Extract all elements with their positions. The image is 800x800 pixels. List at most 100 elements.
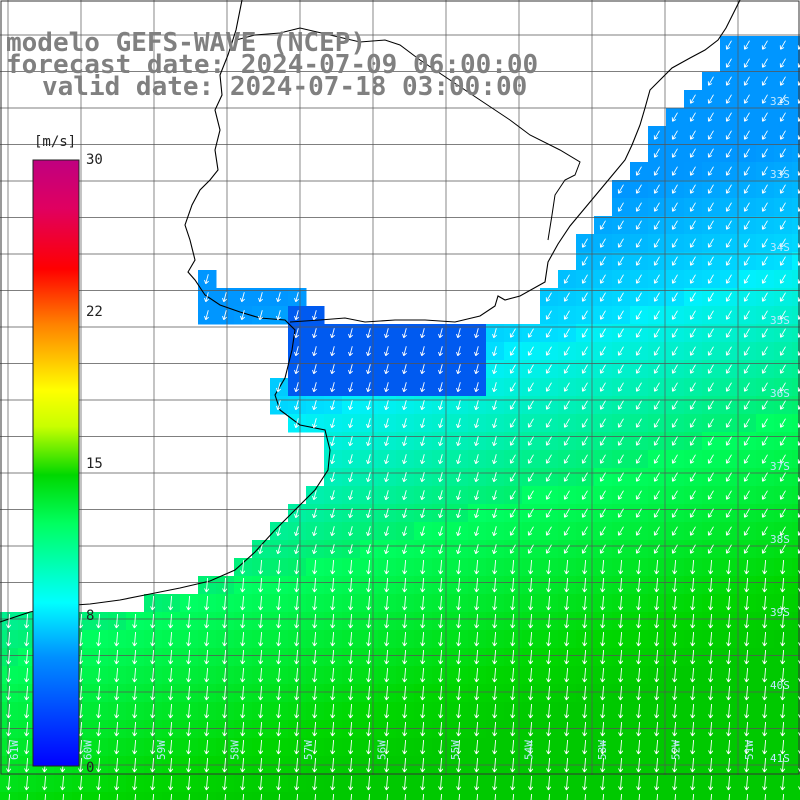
wind-arrow-icon <box>582 757 588 773</box>
wind-arrow-icon <box>474 364 480 375</box>
wind-arrow-icon <box>456 559 462 575</box>
wind-arrow-icon <box>384 649 390 665</box>
wind-arrow-icon <box>186 721 192 737</box>
wind-arrow-icon <box>384 418 390 429</box>
wind-arrow-icon <box>332 793 335 800</box>
wind-arrow-icon <box>581 526 588 536</box>
wind-cell <box>792 108 800 127</box>
wind-arrow-icon <box>726 649 732 665</box>
wind-arrow-icon <box>509 544 516 554</box>
wind-arrow-icon <box>581 310 588 320</box>
wind-arrow-icon <box>726 775 732 791</box>
wind-arrow-icon <box>761 346 768 356</box>
wind-arrow-icon <box>420 757 426 773</box>
wind-arrow-icon <box>222 757 228 773</box>
wind-arrow-icon <box>456 685 462 701</box>
wind-arrow-icon <box>6 703 12 719</box>
wind-arrow-icon <box>780 595 786 611</box>
coastline-inland <box>235 27 581 241</box>
wind-arrow-icon <box>150 667 156 683</box>
wind-arrow-icon <box>797 369 800 374</box>
wind-arrow-icon <box>528 703 534 719</box>
wind-arrow-icon <box>545 310 552 320</box>
wind-arrow-icon <box>366 382 372 393</box>
wind-arrow-icon <box>510 577 516 593</box>
wind-arrow-icon <box>348 400 354 411</box>
wind-arrow-icon <box>510 559 516 575</box>
wind-arrow-icon <box>779 508 786 518</box>
wind-arrow-icon <box>545 472 552 482</box>
wind-arrow-icon <box>366 346 372 357</box>
wind-arrow-icon <box>114 703 120 719</box>
wind-arrow-icon <box>744 667 750 683</box>
wind-arrow-icon <box>402 775 408 791</box>
wind-arrow-icon <box>599 328 606 338</box>
wind-arrow-icon <box>456 490 462 501</box>
latitude-label: 37S <box>770 460 790 473</box>
wind-arrow-icon <box>797 495 800 500</box>
wind-arrow-icon <box>312 364 318 375</box>
wind-arrow-icon <box>60 775 66 791</box>
wind-cell <box>792 36 800 55</box>
latitude-labels: 32S 33S 34S 35S 36S 37S 38S 39S 40S 41S <box>770 95 790 765</box>
wind-arrow-icon <box>600 685 606 701</box>
wind-arrow-icon <box>600 577 606 593</box>
wind-arrow-icon <box>456 757 462 773</box>
wind-arrow-icon <box>725 274 732 284</box>
wind-arrow-icon <box>509 328 516 338</box>
wind-cell <box>792 450 800 469</box>
wind-arrow-icon <box>422 793 425 800</box>
wind-arrow-icon <box>348 757 354 773</box>
wind-arrow-icon <box>600 649 606 665</box>
wind-arrow-icon <box>456 364 462 375</box>
wind-arrow-icon <box>492 544 498 555</box>
wind-cell <box>792 414 800 433</box>
wind-arrow-icon <box>707 364 714 374</box>
wind-arrow-icon <box>402 577 408 593</box>
wind-arrow-icon <box>600 739 606 755</box>
wind-arrow-icon <box>689 94 696 104</box>
wind-cell <box>792 216 800 235</box>
wind-arrow-icon <box>186 757 192 773</box>
wind-arrow-icon <box>653 274 660 284</box>
wind-arrow-icon <box>636 613 642 629</box>
wind-arrow-icon <box>294 346 300 357</box>
wind-arrow-icon <box>761 256 768 266</box>
wind-arrow-icon <box>314 793 317 800</box>
wind-arrow-icon <box>618 703 624 719</box>
wind-arrow-icon <box>620 793 623 800</box>
wind-arrow-icon <box>761 112 768 122</box>
wind-arrow-icon <box>402 559 408 575</box>
wind-arrow-icon <box>726 703 732 719</box>
wind-arrow-icon <box>653 148 660 158</box>
wind-arrow-icon <box>563 292 570 302</box>
wind-arrow-icon <box>582 577 588 593</box>
wind-arrow-icon <box>725 418 732 428</box>
wind-arrow-icon <box>8 793 11 800</box>
wind-arrow-icon <box>96 613 102 629</box>
wind-arrow-icon <box>348 559 354 575</box>
wind-arrow-icon <box>707 346 714 356</box>
wind-arrow-icon <box>798 660 800 665</box>
wind-arrow-icon <box>798 732 800 737</box>
wind-arrow-icon <box>98 793 101 800</box>
wind-arrow-icon <box>6 721 12 737</box>
wind-arrow-icon <box>618 667 624 683</box>
wind-arrow-icon <box>96 775 102 791</box>
wind-arrow-icon <box>348 454 354 465</box>
wind-arrow-icon <box>671 400 678 410</box>
colorbar <box>32 159 80 767</box>
wind-cell <box>792 72 800 91</box>
wind-arrow-icon <box>330 667 336 683</box>
wind-arrow-icon <box>545 328 552 338</box>
wind-arrow-icon <box>779 184 786 194</box>
wind-arrow-icon <box>527 436 534 446</box>
wind-arrow-icon <box>312 721 318 737</box>
wind-arrow-icon <box>492 364 498 375</box>
wind-arrow-icon <box>294 685 300 701</box>
wind-arrow-icon <box>420 775 426 791</box>
wind-arrow-icon <box>671 382 678 392</box>
wind-arrow-icon <box>294 382 300 393</box>
wind-arrow-icon <box>438 595 444 611</box>
wind-arrow-icon <box>132 775 138 791</box>
